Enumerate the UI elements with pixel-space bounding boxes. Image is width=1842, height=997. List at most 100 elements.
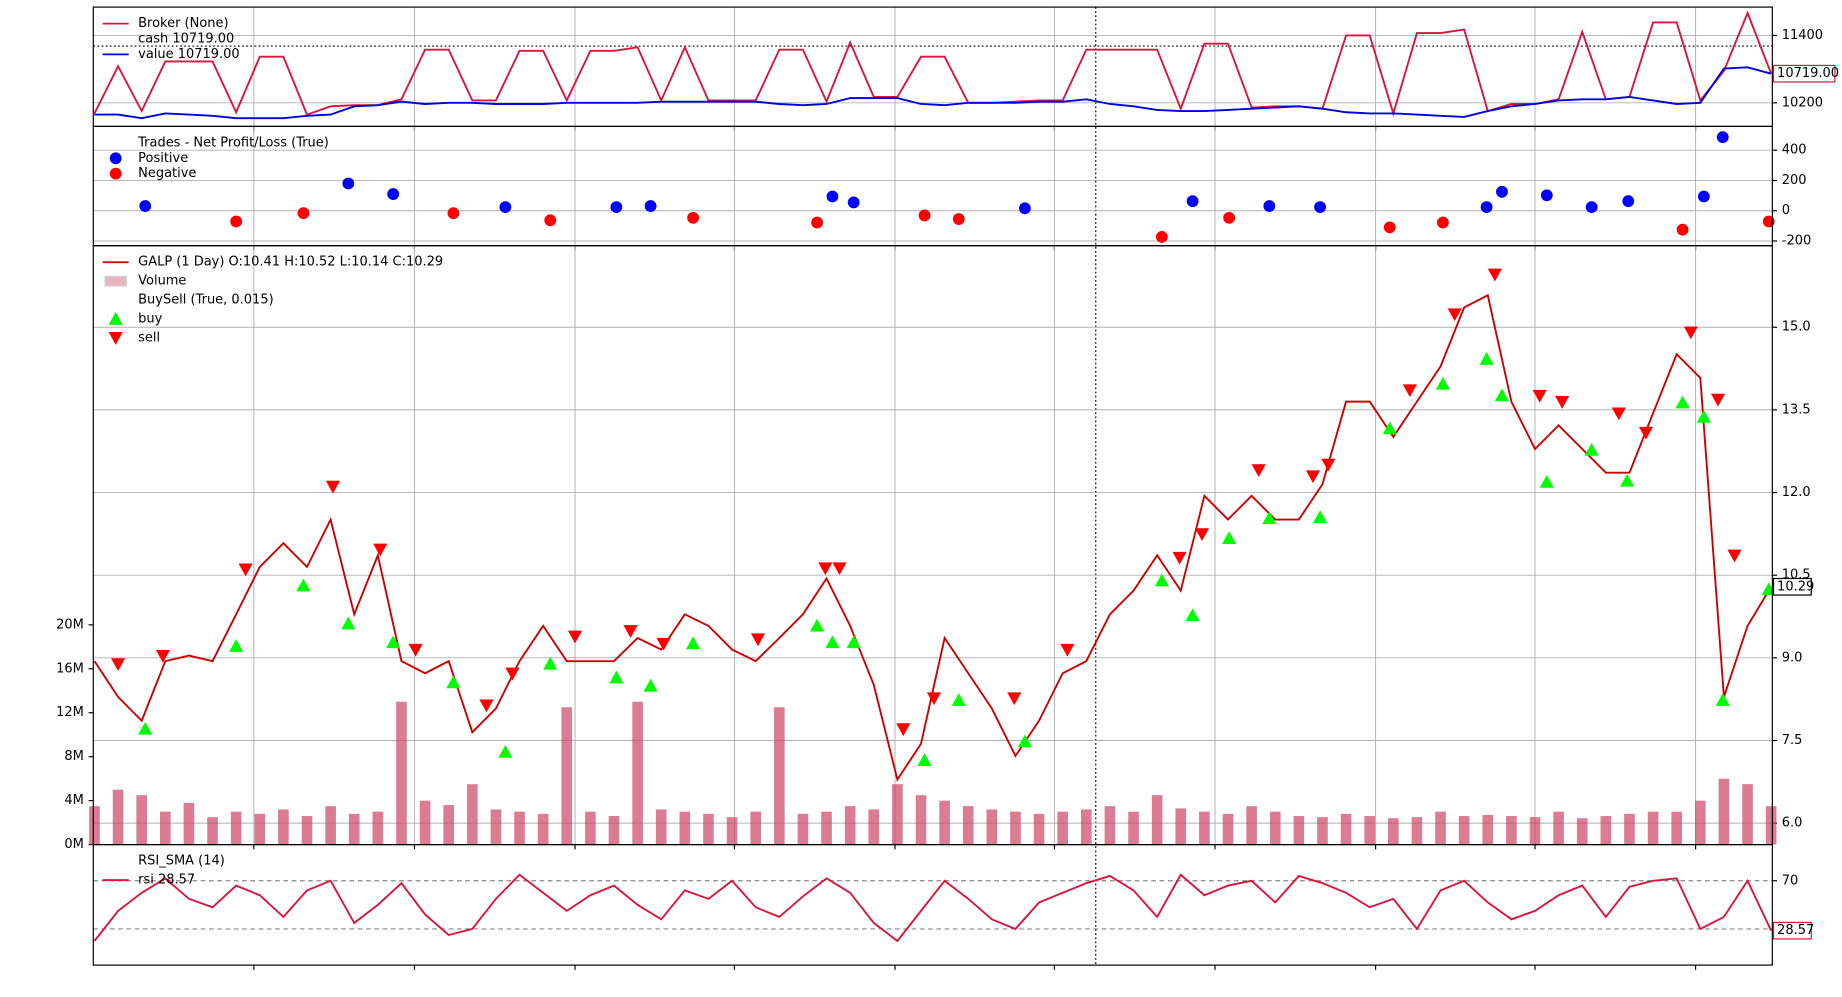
legend-swatch	[108, 311, 123, 325]
y-tick-label: -200	[1782, 234, 1811, 249]
trade-dot	[1540, 189, 1553, 202]
volume-bar	[1435, 811, 1446, 845]
volume-bar	[1553, 811, 1564, 845]
sell-marker	[1172, 551, 1187, 565]
volume-bar	[1010, 811, 1021, 845]
sell-marker	[1321, 458, 1336, 472]
sell-marker	[238, 563, 253, 577]
legend-label: GALP (1 Day) O:10.41 H:10.52 L:10.14 C:1…	[138, 255, 443, 270]
trade-dot	[826, 190, 839, 203]
trade-dot	[387, 188, 400, 200]
last-value-tag	[1772, 64, 1836, 83]
trade-dot	[1223, 211, 1236, 224]
trade-dot	[139, 200, 152, 212]
trade-dot	[1019, 202, 1031, 215]
sell-marker	[926, 692, 942, 706]
y2-tick-label: 12M	[56, 705, 84, 720]
trade-dot	[918, 209, 931, 222]
volume-bar	[1529, 817, 1541, 845]
sell-marker	[1007, 692, 1022, 706]
trade-dot	[544, 214, 557, 227]
volume-bar	[1387, 818, 1399, 845]
volume-bar	[726, 817, 738, 845]
volume-bar	[632, 701, 643, 845]
volume-bar	[1175, 808, 1187, 845]
legend-label: value 10719.00	[138, 47, 240, 62]
last-value-label: 10719.00	[1777, 66, 1839, 81]
trade-dot	[1585, 201, 1598, 214]
trade-dot	[297, 207, 310, 220]
y2-tick-label: 16M	[56, 661, 84, 676]
volume-bar	[773, 707, 785, 845]
trade-dot	[447, 207, 460, 220]
y-tick-label: 10200	[1782, 95, 1823, 110]
sell-marker	[1611, 407, 1626, 421]
trade-dot	[1186, 195, 1199, 208]
buy-marker	[1715, 693, 1730, 706]
sell-marker	[155, 649, 171, 663]
trade-dot	[1155, 231, 1168, 243]
volume-bar	[136, 795, 148, 845]
volume-bar	[325, 806, 336, 845]
legend-swatch	[108, 331, 123, 345]
volume-bar	[466, 784, 478, 845]
volume-bar	[608, 816, 620, 845]
volume-bar	[254, 813, 266, 845]
sell-marker	[110, 658, 126, 671]
volume-bar	[1033, 813, 1045, 845]
trade-dot	[610, 201, 623, 214]
trade-dot	[1496, 185, 1508, 198]
volume-bar	[1222, 813, 1234, 845]
trade-dot	[1263, 200, 1276, 212]
y-tick-label: 9.0	[1782, 650, 1803, 665]
sell-marker	[832, 562, 847, 576]
volume-bar	[1199, 811, 1210, 845]
legend-label: RSI_SMA (14)	[138, 854, 225, 869]
volume-bar	[1576, 818, 1588, 845]
volume-bar	[159, 811, 171, 845]
y-tick-label: 12.0	[1782, 485, 1811, 500]
buy-marker	[917, 753, 932, 766]
buy-marker	[1222, 531, 1237, 544]
volume-bar	[1600, 816, 1612, 845]
volume-bar	[1317, 817, 1328, 845]
volume-bar	[679, 811, 691, 845]
volume-bar	[561, 707, 573, 845]
buy-marker	[1435, 376, 1450, 390]
y-tick-label: 200	[1782, 173, 1807, 188]
trade-dot	[1697, 190, 1710, 203]
buy-marker	[1696, 409, 1711, 423]
y2-tick-label: 20M	[56, 617, 84, 632]
volume-bar	[1080, 809, 1092, 845]
volume-bar	[372, 811, 384, 845]
legend-label: Positive	[138, 151, 188, 166]
sell-marker	[1638, 426, 1654, 440]
volume-bar	[1647, 811, 1659, 845]
buy-marker	[1620, 473, 1635, 487]
volume-bar	[915, 795, 927, 845]
y2-tick-label: 4M	[64, 793, 83, 808]
buy-marker	[1017, 734, 1032, 748]
buy-marker	[341, 616, 356, 630]
volume-bar	[348, 813, 360, 845]
volume-bar	[986, 809, 998, 845]
volume-bar	[868, 809, 880, 845]
sell-marker	[1710, 393, 1726, 407]
sell-marker	[408, 643, 423, 657]
volume-bar	[1411, 817, 1423, 845]
volume-bar	[750, 811, 762, 845]
sell-marker	[567, 630, 583, 644]
volume-bar	[278, 809, 289, 845]
volume-bar	[1293, 816, 1305, 845]
sell-marker	[1402, 384, 1417, 398]
buy-marker	[825, 635, 840, 649]
buy-marker	[1479, 352, 1494, 365]
legend-label: buy	[138, 311, 162, 326]
buy-marker	[643, 678, 658, 692]
buy-marker	[1539, 474, 1554, 488]
sell-marker	[1060, 643, 1075, 657]
volume-bar	[490, 809, 502, 845]
sell-marker	[505, 667, 520, 681]
sell-marker	[896, 723, 911, 736]
volume-bar	[301, 816, 313, 845]
